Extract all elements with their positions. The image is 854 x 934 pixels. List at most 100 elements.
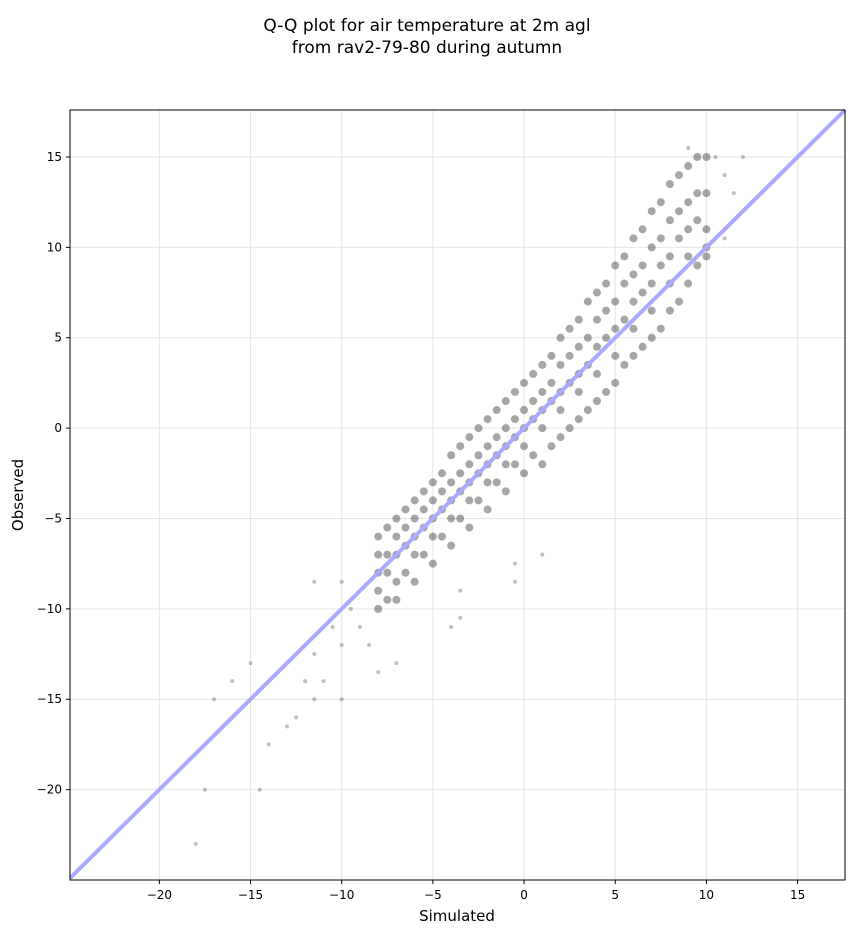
- data-point: [556, 406, 565, 415]
- data-point: [447, 451, 456, 460]
- outlier-point: [458, 615, 463, 620]
- data-point: [529, 397, 538, 406]
- data-point: [647, 333, 656, 342]
- outlier-point: [312, 652, 317, 657]
- data-point: [602, 279, 611, 288]
- outlier-point: [512, 561, 517, 566]
- data-point: [383, 568, 392, 577]
- data-point: [374, 550, 383, 559]
- data-point: [447, 478, 456, 487]
- data-point: [602, 333, 611, 342]
- data-point: [465, 496, 474, 505]
- data-point: [520, 378, 529, 387]
- data-point: [702, 189, 711, 198]
- data-point: [392, 595, 401, 604]
- data-point: [675, 297, 684, 306]
- data-point: [401, 505, 410, 514]
- x-tick-label: 0: [520, 888, 528, 902]
- data-point: [392, 577, 401, 586]
- outlier-point: [722, 173, 727, 178]
- y-tick-label: 0: [54, 421, 62, 435]
- data-point: [501, 424, 510, 433]
- data-point: [374, 532, 383, 541]
- data-point: [684, 198, 693, 207]
- data-point: [611, 351, 620, 360]
- data-point: [665, 180, 674, 189]
- data-point: [383, 550, 392, 559]
- data-point: [665, 306, 674, 315]
- data-point: [702, 152, 711, 161]
- data-point: [438, 532, 446, 541]
- data-point: [684, 225, 693, 234]
- data-point: [419, 505, 428, 514]
- data-point: [383, 523, 392, 532]
- data-point: [538, 360, 547, 369]
- data-point: [629, 351, 638, 360]
- data-point: [520, 469, 529, 478]
- data-point: [574, 315, 583, 324]
- data-point: [419, 487, 428, 496]
- data-point: [647, 306, 656, 315]
- data-point: [675, 171, 684, 180]
- data-point: [428, 478, 437, 487]
- data-point: [556, 333, 565, 342]
- data-point: [501, 397, 510, 406]
- data-point: [410, 496, 419, 505]
- data-point: [474, 424, 483, 433]
- outlier-point: [367, 643, 372, 648]
- x-tick-label: 15: [790, 888, 805, 902]
- data-point: [593, 369, 601, 378]
- data-point: [675, 207, 684, 216]
- outlier-point: [257, 787, 262, 792]
- data-point: [656, 234, 665, 243]
- y-tick-label: −5: [44, 511, 62, 525]
- data-point: [492, 433, 501, 442]
- data-point: [638, 261, 647, 270]
- data-point: [520, 442, 529, 451]
- data-point: [702, 252, 711, 261]
- outlier-point: [312, 579, 317, 584]
- data-point: [593, 315, 601, 324]
- data-point: [428, 559, 437, 568]
- data-point: [392, 514, 401, 523]
- data-point: [538, 424, 547, 433]
- data-point: [520, 406, 529, 415]
- data-point: [593, 288, 601, 297]
- data-point: [611, 297, 620, 306]
- y-tick-label: 15: [47, 150, 62, 164]
- data-point: [547, 351, 556, 360]
- data-point: [474, 496, 483, 505]
- data-point: [583, 297, 592, 306]
- outlier-point: [212, 697, 217, 702]
- data-point: [675, 234, 684, 243]
- outlier-point: [394, 661, 399, 666]
- scatter-points: [193, 145, 754, 846]
- data-point: [447, 514, 456, 523]
- outlier-point: [339, 643, 344, 648]
- outlier-point: [230, 679, 235, 684]
- data-point: [547, 378, 556, 387]
- data-point: [602, 306, 611, 315]
- outlier-point: [330, 624, 335, 629]
- data-point: [583, 406, 592, 415]
- data-point: [620, 279, 629, 288]
- data-point: [456, 469, 465, 478]
- y-tick-label: −15: [37, 692, 62, 706]
- outlier-point: [357, 624, 362, 629]
- data-point: [656, 261, 665, 270]
- data-point: [383, 595, 392, 604]
- data-point: [583, 333, 592, 342]
- y-tick-label: 10: [47, 240, 62, 254]
- data-point: [638, 342, 647, 351]
- x-tick-label: −5: [424, 888, 442, 902]
- outlier-point: [285, 724, 289, 729]
- data-point: [574, 342, 583, 351]
- outlier-point: [303, 679, 308, 684]
- data-point: [538, 460, 547, 469]
- outlier-point: [339, 697, 344, 702]
- data-point: [465, 460, 474, 469]
- chart-title-line1: Q-Q plot for air temperature at 2m agl: [263, 16, 591, 36]
- data-point: [593, 342, 601, 351]
- outlier-point: [321, 679, 326, 684]
